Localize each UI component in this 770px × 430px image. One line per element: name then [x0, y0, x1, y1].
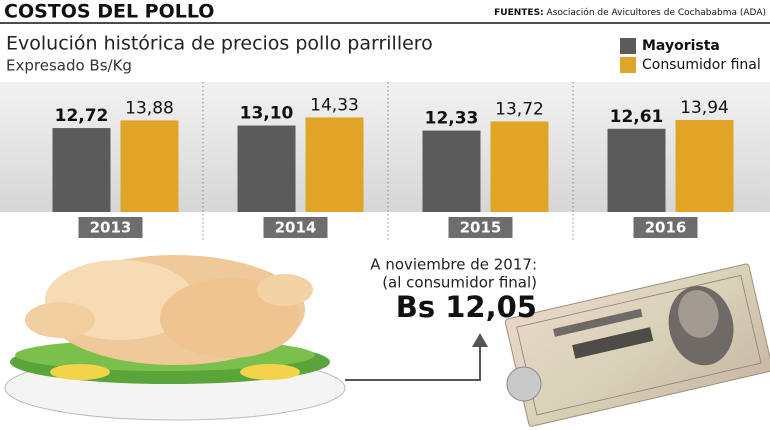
source-text: Asociación de Avicultores de Cochababma … [547, 7, 766, 18]
year-box [448, 217, 513, 238]
value-label: 13,94 [680, 98, 729, 118]
arrow [345, 345, 481, 381]
bar [120, 120, 179, 212]
chart-title: Evolución histórica de precios pollo par… [6, 33, 433, 55]
value-label: 13,72 [495, 99, 544, 119]
banknote [504, 263, 770, 427]
bar [422, 130, 481, 212]
legend-swatch [620, 57, 636, 73]
bar [305, 117, 364, 212]
value-label: 14,33 [310, 95, 359, 115]
chicken-illustration [4, 255, 346, 421]
year-box [263, 217, 328, 238]
value-label: 12,61 [610, 107, 664, 127]
annotation-line: A noviembre de 2017: [370, 256, 537, 274]
legend-label: Mayorista [642, 38, 720, 54]
annotation-line: (al consumidor final) [382, 274, 537, 292]
source-label: FUENTES: [494, 8, 544, 18]
value-label: 12,72 [55, 106, 109, 126]
legend-label: Consumidor final [642, 57, 761, 73]
x-tick-label: 2016 [645, 219, 687, 237]
arrow-head [472, 333, 488, 347]
x-tick-label: 2014 [275, 219, 317, 237]
source: FUENTES: Asociación de Avicultores de Co… [494, 7, 766, 18]
chart-subtitle: Expresado Bs/Kg [6, 57, 132, 75]
bar [675, 119, 734, 212]
x-tick-label: 2015 [460, 219, 502, 237]
annotation-price: Bs 12,05 [396, 290, 537, 324]
bar [490, 121, 549, 212]
value-label: 13,10 [240, 104, 294, 124]
year-box [78, 217, 143, 238]
value-label: 12,33 [425, 109, 479, 129]
header-title: COSTOS DEL POLLO [4, 1, 214, 23]
bar [237, 125, 296, 212]
legend-swatch [620, 38, 636, 54]
year-box [633, 217, 698, 238]
value-label: 13,88 [125, 98, 174, 118]
x-tick-label: 2013 [90, 219, 132, 237]
coin [506, 366, 542, 402]
bar [52, 128, 111, 212]
bar [607, 128, 666, 212]
